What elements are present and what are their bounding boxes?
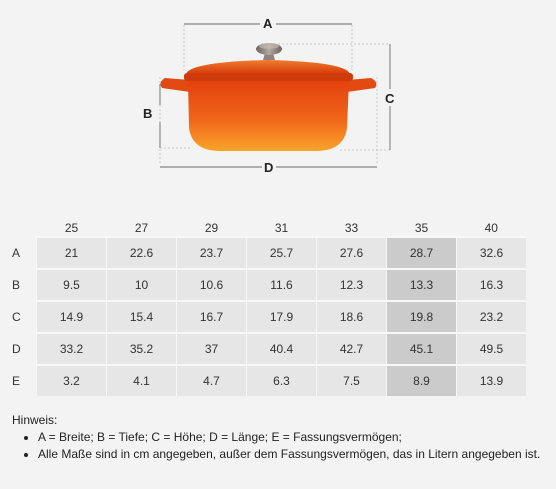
right-handle bbox=[347, 78, 377, 92]
table-cell: 21 bbox=[36, 236, 107, 269]
table-cell: 23.2 bbox=[456, 300, 526, 333]
table-cell: 32.6 bbox=[456, 236, 526, 269]
dimension-diagram: A B C D bbox=[0, 0, 556, 190]
column-header: 29 bbox=[204, 221, 219, 235]
table-cell: 12.3 bbox=[316, 268, 387, 301]
table-cell: 4.1 bbox=[106, 364, 177, 396]
table-row: E 3.2 4.1 4.7 6.3 7.5 8.9 13.9 bbox=[2, 364, 526, 396]
notes-heading: Hinweis: bbox=[12, 413, 58, 427]
table-cell: 15.4 bbox=[106, 300, 177, 333]
lid-rim bbox=[184, 73, 353, 81]
table-cell: 25.7 bbox=[246, 236, 317, 269]
column-header: 25 bbox=[64, 221, 79, 235]
size-header-row: 25 27 29 31 33 35 40 bbox=[2, 220, 526, 237]
table-cell-highlighted: 45.1 bbox=[386, 332, 457, 365]
column-header: 33 bbox=[344, 221, 359, 235]
size-table: 25 27 29 31 33 35 40 A 21 22.6 23.7 25.7… bbox=[2, 220, 526, 396]
table-cell: 23.7 bbox=[176, 236, 247, 269]
table-cell: 35.2 bbox=[106, 332, 177, 365]
table-cell: 49.5 bbox=[456, 332, 526, 365]
table-cell: 27.6 bbox=[316, 236, 387, 269]
left-handle bbox=[160, 78, 190, 92]
table-cell: 40.4 bbox=[246, 332, 317, 365]
row-label: A bbox=[12, 246, 21, 260]
table-cell: 6.3 bbox=[246, 364, 317, 396]
table-cell: 4.7 bbox=[176, 364, 247, 396]
table-cell: 9.5 bbox=[36, 268, 107, 301]
table-row: A 21 22.6 23.7 25.7 27.6 28.7 32.6 bbox=[2, 236, 526, 269]
pot-illustration bbox=[159, 23, 391, 168]
table-cell: 17.9 bbox=[246, 300, 317, 333]
table-cell: 16.7 bbox=[176, 300, 247, 333]
notes-item: A = Breite; B = Tiefe; C = Höhe; D = Län… bbox=[38, 430, 552, 445]
column-header: 27 bbox=[134, 221, 149, 235]
table-cell-highlighted: 8.9 bbox=[386, 364, 457, 396]
row-label: D bbox=[12, 342, 21, 356]
dimension-label-a: A bbox=[263, 16, 273, 31]
notes-list: A = Breite; B = Tiefe; C = Höhe; D = Län… bbox=[12, 430, 552, 462]
table-row: D 33.2 35.2 37 40.4 42.7 45.1 49.5 bbox=[2, 332, 526, 365]
notes-section: Hinweis: A = Breite; B = Tiefe; C = Höhe… bbox=[12, 413, 552, 464]
row-label: C bbox=[12, 310, 21, 324]
table-cell-highlighted: 19.8 bbox=[386, 300, 457, 333]
corner-cell bbox=[2, 220, 37, 237]
table-cell: 3.2 bbox=[36, 364, 107, 396]
table-cell-highlighted: 13.3 bbox=[386, 268, 457, 301]
notes-item: Alle Maße sind in cm angegeben, außer de… bbox=[38, 447, 552, 462]
pot-body bbox=[188, 80, 349, 151]
table-cell: 13.9 bbox=[456, 364, 526, 396]
dimension-label-b: B bbox=[143, 106, 153, 121]
lid bbox=[186, 60, 350, 74]
column-header: 31 bbox=[274, 221, 289, 235]
row-label: B bbox=[12, 278, 21, 292]
table-row: C 14.9 15.4 16.7 17.9 18.6 19.8 23.2 bbox=[2, 300, 526, 333]
table-cell: 22.6 bbox=[106, 236, 177, 269]
table-cell: 42.7 bbox=[316, 332, 387, 365]
table-cell: 37 bbox=[176, 332, 247, 365]
table-row: B 9.5 10 10.6 11.6 12.3 13.3 16.3 bbox=[2, 268, 526, 301]
table-cell: 10.6 bbox=[176, 268, 247, 301]
column-header: 35 bbox=[414, 221, 429, 235]
table-cell: 33.2 bbox=[36, 332, 107, 365]
column-header: 40 bbox=[484, 221, 498, 235]
table-cell: 11.6 bbox=[246, 268, 317, 301]
table-cell: 16.3 bbox=[456, 268, 526, 301]
table-cell-highlighted: 28.7 bbox=[386, 236, 457, 269]
dimension-label-c: C bbox=[385, 91, 395, 106]
table-cell: 14.9 bbox=[36, 300, 107, 333]
dimension-label-d: D bbox=[264, 160, 274, 175]
table-cell: 10 bbox=[106, 268, 177, 301]
table-cell: 18.6 bbox=[316, 300, 387, 333]
table-cell: 7.5 bbox=[316, 364, 387, 396]
row-label: E bbox=[12, 373, 21, 388]
